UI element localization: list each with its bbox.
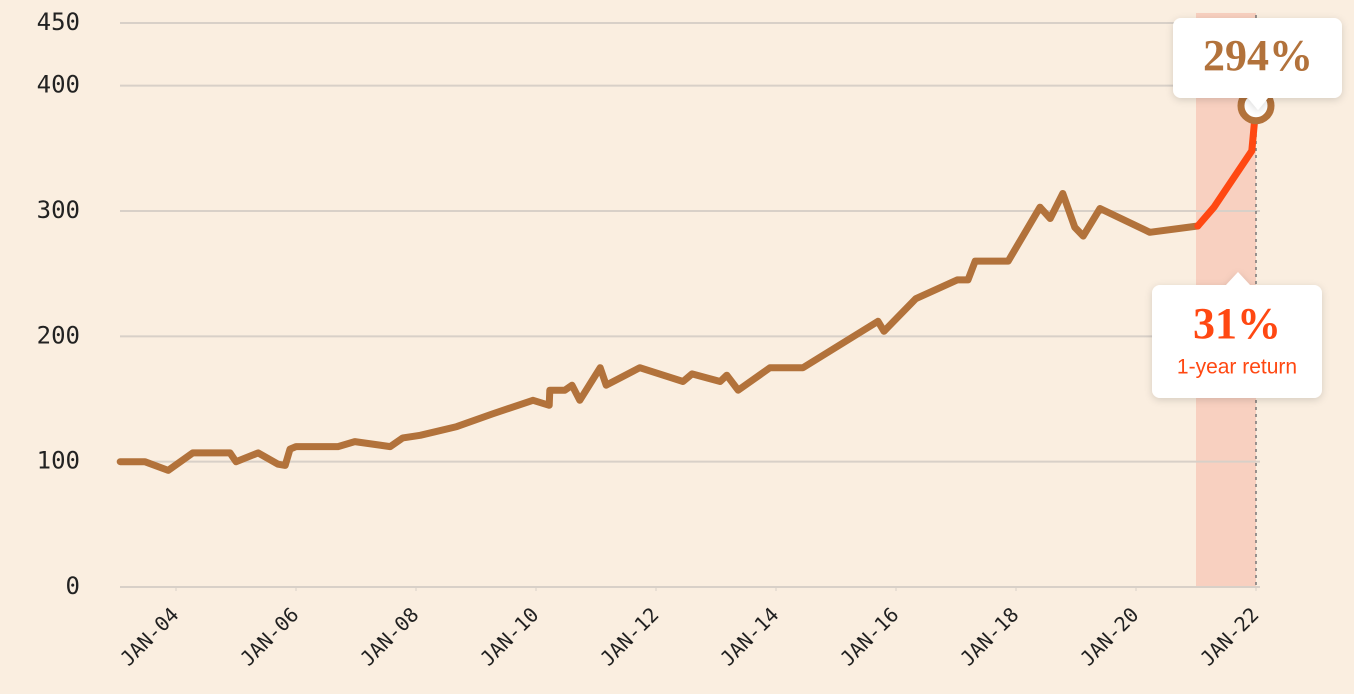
callout-subtext: 1-year return [1177,356,1297,379]
x-tick-label: JAN-22 [1195,602,1263,670]
x-tick-label: JAN-12 [595,602,663,670]
y-tick-label: 0 [66,572,80,600]
x-tick-label: JAN-06 [235,602,303,670]
x-tick-label: JAN-14 [715,602,783,670]
callout-value: 294% [1203,31,1313,80]
y-tick-label: 300 [37,196,80,224]
x-tick-label: JAN-04 [115,602,183,670]
x-tick-label: JAN-18 [955,602,1023,670]
line-series [1194,102,1260,230]
callout-box [1152,272,1322,398]
callout-value: 31% [1193,299,1281,348]
x-tick-label: JAN-20 [1075,602,1143,670]
x-tick-label: JAN-16 [835,602,903,670]
callout-box [1173,18,1342,110]
x-tick-label: JAN-08 [355,602,423,670]
callout-return [1152,272,1322,398]
y-tick-label: 400 [37,71,80,99]
y-tick-label: 200 [37,321,80,349]
y-tick-label: 100 [37,447,80,475]
callout-total [1173,18,1342,110]
x-tick-label: JAN-10 [475,602,543,670]
y-tick-label: 450 [37,8,80,36]
line-series [116,190,1202,474]
